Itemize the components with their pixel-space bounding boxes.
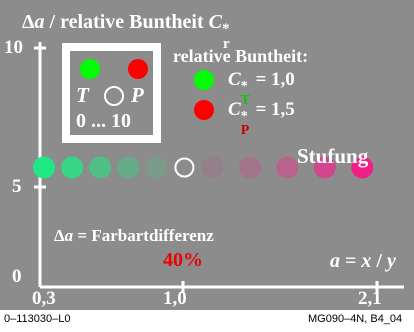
- legend-item-p: C * P = 1,5: [228, 99, 295, 138]
- scatter-point-10: [351, 156, 374, 179]
- footer-left: 0–113030–L0: [4, 313, 71, 325]
- chart-title: Δa / relative Buntheit C * r: [22, 11, 234, 52]
- axis-formula-slash: /: [371, 250, 387, 272]
- percent-label: 40%: [163, 249, 203, 271]
- legend-item-t-symbol: C: [228, 69, 241, 90]
- stufung-label: Stufung: [297, 144, 369, 168]
- difference-var: a: [64, 226, 74, 245]
- legend-item-t-sub: T: [240, 93, 251, 108]
- title-sup: *: [221, 21, 230, 37]
- legend-item-p-sub: P: [240, 123, 250, 138]
- y-tick-label-0: 0: [12, 266, 22, 287]
- legend-item-t-sup: *: [240, 79, 248, 94]
- legend-item-p-value: = 1,5: [250, 99, 295, 120]
- title-text: / relative Buntheit: [44, 11, 209, 33]
- legend-item-p-symbol: C: [228, 99, 241, 120]
- scatter-point-5: [174, 157, 195, 178]
- title-var: a: [34, 11, 45, 33]
- scatter-point-4: [145, 156, 168, 179]
- axis-formula-a: a: [330, 250, 340, 272]
- legend-box-inner: T P 0 ... 10: [70, 51, 153, 135]
- axis-formula-x: x: [361, 250, 372, 272]
- x-tick-label-1: 1,0: [163, 288, 187, 309]
- title-sub: r: [222, 36, 230, 52]
- legend-box-outline-dot: [104, 86, 124, 106]
- legend-box-green-dot: [80, 59, 100, 79]
- legend-title: relative Buntheit:: [173, 46, 309, 66]
- difference-label: Δa = Farbartdifferenz: [54, 227, 214, 244]
- legend-box: T P 0 ... 10: [62, 43, 161, 143]
- y-tick-label-10: 10: [4, 37, 23, 58]
- axis-formula: a = x / y: [330, 251, 396, 271]
- difference-text: = Farbartdifferenz: [73, 226, 214, 245]
- scatter-point-7: [238, 156, 261, 179]
- title-delta: Δ: [22, 11, 35, 33]
- title-symbol: C: [208, 11, 222, 33]
- scatter-point-9: [313, 156, 336, 179]
- scatter-point-8: [276, 156, 299, 179]
- difference-delta: Δ: [54, 226, 65, 245]
- scatter-point-3: [117, 156, 140, 179]
- legend-item-t: C * T = 1,0: [228, 69, 295, 108]
- scatter-point-6: [201, 156, 224, 179]
- chart-svg: [33, 42, 404, 293]
- legend-box-right-letter: P: [131, 83, 144, 107]
- legend-box-range: 0 ... 10: [76, 110, 131, 132]
- axis-formula-y: y: [386, 250, 396, 272]
- footer-right: MG090–4N, B4_04: [308, 313, 403, 325]
- x-tick-label-0: 0,3: [32, 288, 56, 309]
- legend-item-t-value: = 1,0: [250, 69, 295, 90]
- legend-box-left-letter: T: [76, 83, 89, 107]
- scatter-points: [33, 156, 374, 179]
- scatter-point-0: [33, 156, 55, 179]
- legend-box-graphics: [80, 59, 148, 106]
- legend-item-p-sup: *: [240, 109, 248, 124]
- axis-formula-eq: =: [340, 250, 362, 272]
- scatter-point-2: [89, 156, 112, 179]
- legend-box-red-dot: [128, 59, 148, 79]
- scatter-point-1: [61, 156, 84, 179]
- x-tick-label-2: 2,1: [358, 288, 382, 309]
- y-tick-label-5: 5: [12, 176, 22, 197]
